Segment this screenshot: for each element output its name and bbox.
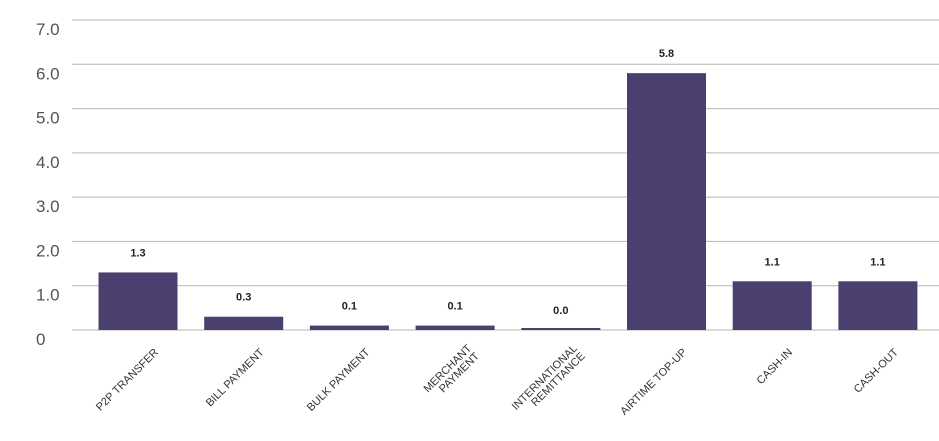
x-tick-label-line: BILL PAYMENT (204, 346, 267, 409)
y-axis-ticks: 0 1.0 2.0 3.0 4.0 5.0 6.0 7.0 (36, 20, 60, 349)
x-axis-ticks: P2P TRANSFER BILL PAYMENT BULK PAYMENT MERC… (94, 342, 901, 417)
y-tick-label: 0 (36, 330, 45, 349)
x-tick-label-line: BULK PAYMENT (305, 346, 373, 414)
data-label: 1.1 (870, 256, 885, 268)
y-tick-label: 2.0 (36, 241, 60, 260)
data-label: 0.0 (553, 305, 568, 317)
data-label: 0.1 (447, 301, 462, 313)
bar (627, 73, 706, 331)
data-label: 0.1 (342, 301, 357, 313)
x-tick-label: CASH-OUT (852, 346, 901, 395)
gridlines (72, 19, 939, 331)
bars (98, 73, 918, 331)
data-label: 0.3 (236, 292, 251, 304)
bar (521, 328, 601, 330)
data-labels: 1.3 0.3 0.1 0.1 0.0 5.8 1.1 1.1 (130, 48, 885, 317)
bar (98, 272, 178, 330)
x-tick-label: BILL PAYMENT (204, 346, 267, 409)
data-label: 5.8 (659, 48, 674, 60)
y-tick-label: 4.0 (36, 153, 60, 172)
bar (309, 325, 389, 330)
x-tick-label-line: INTERNATIONAL (510, 343, 580, 413)
x-tick-label: CASH-IN (755, 346, 796, 387)
bar (838, 281, 918, 330)
y-tick-label: 7.0 (36, 20, 60, 39)
y-tick-label: 3.0 (36, 197, 60, 216)
x-tick-label-line: P2P TRANSFER (94, 346, 161, 413)
x-tick-label: AIRTIME TOP-UP (618, 346, 689, 417)
x-tick-label-line: CASH-IN (755, 346, 796, 387)
y-tick-label: 6.0 (36, 64, 60, 83)
y-tick-label: 1.0 (36, 286, 60, 305)
x-tick-label-line: CASH-OUT (852, 346, 901, 395)
y-tick-label: 5.0 (36, 109, 60, 128)
data-label: 1.1 (765, 256, 780, 268)
bar (415, 325, 495, 330)
x-tick-label-line: AIRTIME TOP-UP (618, 346, 689, 417)
bar (204, 316, 284, 330)
bar (732, 281, 812, 330)
data-label: 1.3 (130, 247, 145, 259)
x-tick-label: P2P TRANSFER (94, 346, 161, 413)
x-tick-label: BULK PAYMENT (305, 346, 373, 414)
